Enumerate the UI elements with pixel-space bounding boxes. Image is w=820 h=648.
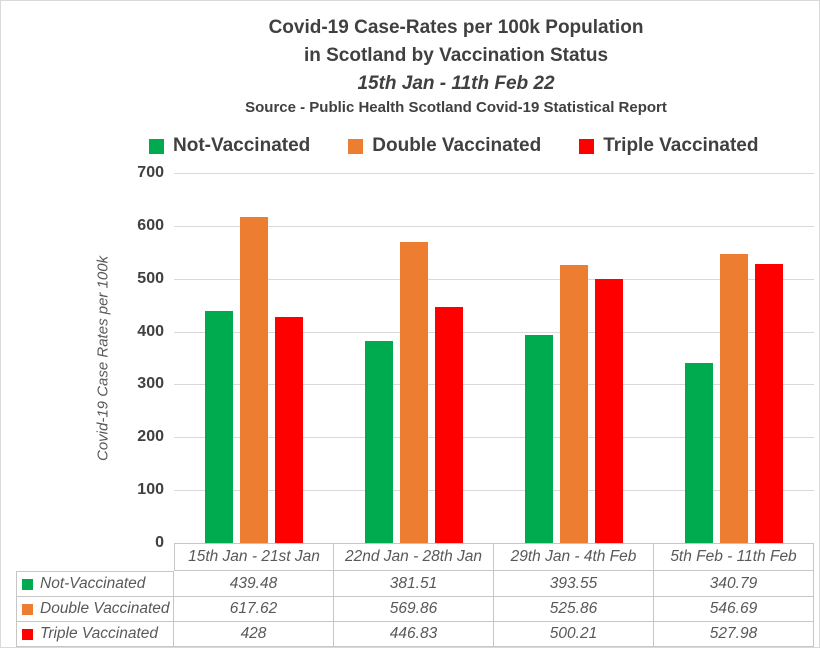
- legend-key-icon: [348, 138, 364, 154]
- table-corner-cell: [16, 543, 174, 571]
- series-key-icon: [22, 578, 33, 590]
- series-name: Double Vaccinated: [40, 600, 170, 617]
- category-label-15th-jan-21st-jan: 15th Jan - 21st Jan: [174, 543, 334, 571]
- table-value-triple-vaccinated-0: 428: [174, 622, 334, 647]
- bar-double-vaccinated-3: [720, 254, 748, 543]
- table-value-double-vaccinated-1: 569.86: [334, 597, 494, 622]
- table-value-double-vaccinated-2: 525.86: [494, 597, 654, 622]
- bar-groups: [174, 173, 814, 543]
- y-tick-label: 600: [137, 216, 164, 234]
- table-value-double-vaccinated-3: 546.69: [654, 597, 814, 622]
- y-tick-label: 500: [137, 269, 164, 287]
- y-tick-label: 100: [137, 481, 164, 499]
- bar-not-vaccinated-0: [205, 311, 233, 543]
- bar-double-vaccinated-0: [240, 217, 268, 543]
- chart-title-line2: in Scotland by Vaccination Status: [303, 45, 609, 66]
- legend-item-not-vaccinated: Not-Vaccinated: [149, 135, 310, 157]
- bar-not-vaccinated-3: [685, 363, 713, 543]
- series-name: Not-Vaccinated: [40, 575, 146, 592]
- table-value-not-vaccinated-1: 381.51: [334, 571, 494, 597]
- bar-triple-vaccinated-3: [755, 264, 783, 543]
- legend-label: Not-Vaccinated: [173, 135, 311, 156]
- legend-key-icon: [149, 138, 164, 154]
- bar-triple-vaccinated-2: [595, 279, 623, 543]
- y-tick-label: 200: [137, 428, 164, 446]
- bar-not-vaccinated-2: [525, 335, 553, 543]
- legend-item-triple-vaccinated: Triple Vaccinated: [579, 135, 758, 157]
- gridline: [174, 384, 814, 386]
- bar-triple-vaccinated-1: [435, 307, 463, 543]
- bar-not-vaccinated-1: [365, 341, 393, 543]
- y-tick-label: 300: [137, 375, 164, 393]
- table-value-not-vaccinated-2: 393.55: [494, 571, 654, 597]
- bar-double-vaccinated-1: [400, 242, 428, 543]
- chart-title-block: Covid-19 Case-Rates per 100k Population …: [1, 14, 819, 118]
- category-label-5th-feb-11th-feb: 5th Feb - 11th Feb: [654, 543, 814, 571]
- legend-label: Triple Vaccinated: [603, 135, 759, 156]
- chart-title-line1: Covid-19 Case-Rates per 100k Population: [268, 17, 644, 38]
- series-key-icon: [22, 628, 33, 640]
- table-value-not-vaccinated-3: 340.79: [654, 571, 814, 597]
- bar-double-vaccinated-2: [560, 265, 588, 543]
- data-table: 15th Jan - 21st Jan 22nd Jan - 28th Jan 29…: [16, 543, 814, 647]
- bar-group-15th-jan-21st-jan: [174, 173, 334, 543]
- series-key-icon: [22, 603, 33, 615]
- gridline: [174, 225, 814, 227]
- bar-group-5th-feb-11th-feb: [654, 173, 814, 543]
- table-row-label-double-vaccinated: Double Vaccinated: [16, 597, 174, 622]
- table-value-triple-vaccinated-2: 500.21: [494, 622, 654, 647]
- category-label-29th-jan-4th-feb: 29th Jan - 4th Feb: [494, 543, 654, 571]
- legend-label: Double Vaccinated: [372, 135, 542, 156]
- bar-triple-vaccinated-0: [275, 317, 303, 543]
- legend-item-double-vaccinated: Double Vaccinated: [348, 135, 541, 157]
- gridline: [174, 278, 814, 280]
- gridline: [174, 331, 814, 333]
- series-name: Triple Vaccinated: [40, 625, 159, 642]
- chart-date-range: 15th Jan - 11th Feb 22: [357, 73, 555, 94]
- category-label-22nd-jan-28th-jan: 22nd Jan - 28th Jan: [334, 543, 494, 571]
- legend-key-icon: [579, 138, 595, 154]
- bar-group-29th-jan-4th-feb: [494, 173, 654, 543]
- y-tick-label: 0: [155, 534, 164, 551]
- gridline: [174, 173, 814, 174]
- table-value-double-vaccinated-0: 617.62: [174, 597, 334, 622]
- table-value-triple-vaccinated-3: 527.98: [654, 622, 814, 647]
- table-value-not-vaccinated-0: 439.48: [174, 571, 334, 597]
- gridline: [174, 490, 814, 492]
- legend: Not-Vaccinated Double Vaccinated Triple Va…: [149, 135, 758, 157]
- chart-source: Source - Public Health Scotland Covid-19…: [245, 99, 667, 116]
- y-tick-label: 700: [137, 164, 164, 181]
- table-row-label-triple-vaccinated: Triple Vaccinated: [16, 622, 174, 647]
- bar-group-22nd-jan-28th-jan: [334, 173, 494, 543]
- plot-area: [174, 173, 814, 543]
- table-row-label-not-vaccinated: Not-Vaccinated: [16, 571, 174, 597]
- table-value-triple-vaccinated-1: 446.83: [334, 622, 494, 647]
- y-tick-label: 400: [137, 322, 164, 340]
- gridline: [174, 437, 814, 439]
